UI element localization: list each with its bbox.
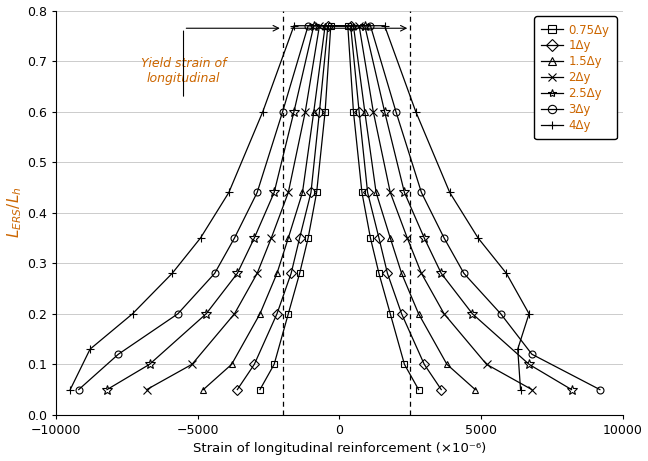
Y-axis label: $L_{ERS}/L_h$: $L_{ERS}/L_h$ [6, 187, 24, 238]
Text: Yield strain of
longitudinal: Yield strain of longitudinal [141, 57, 226, 85]
Legend: 0.75Δy, 1Δy, 1.5Δy, 2Δy, 2.5Δy, 3Δy, 4Δy: 0.75Δy, 1Δy, 1.5Δy, 2Δy, 2.5Δy, 3Δy, 4Δy [535, 17, 617, 139]
X-axis label: Strain of longitudinal reinforcement (×10⁻⁶): Strain of longitudinal reinforcement (×1… [192, 443, 486, 455]
